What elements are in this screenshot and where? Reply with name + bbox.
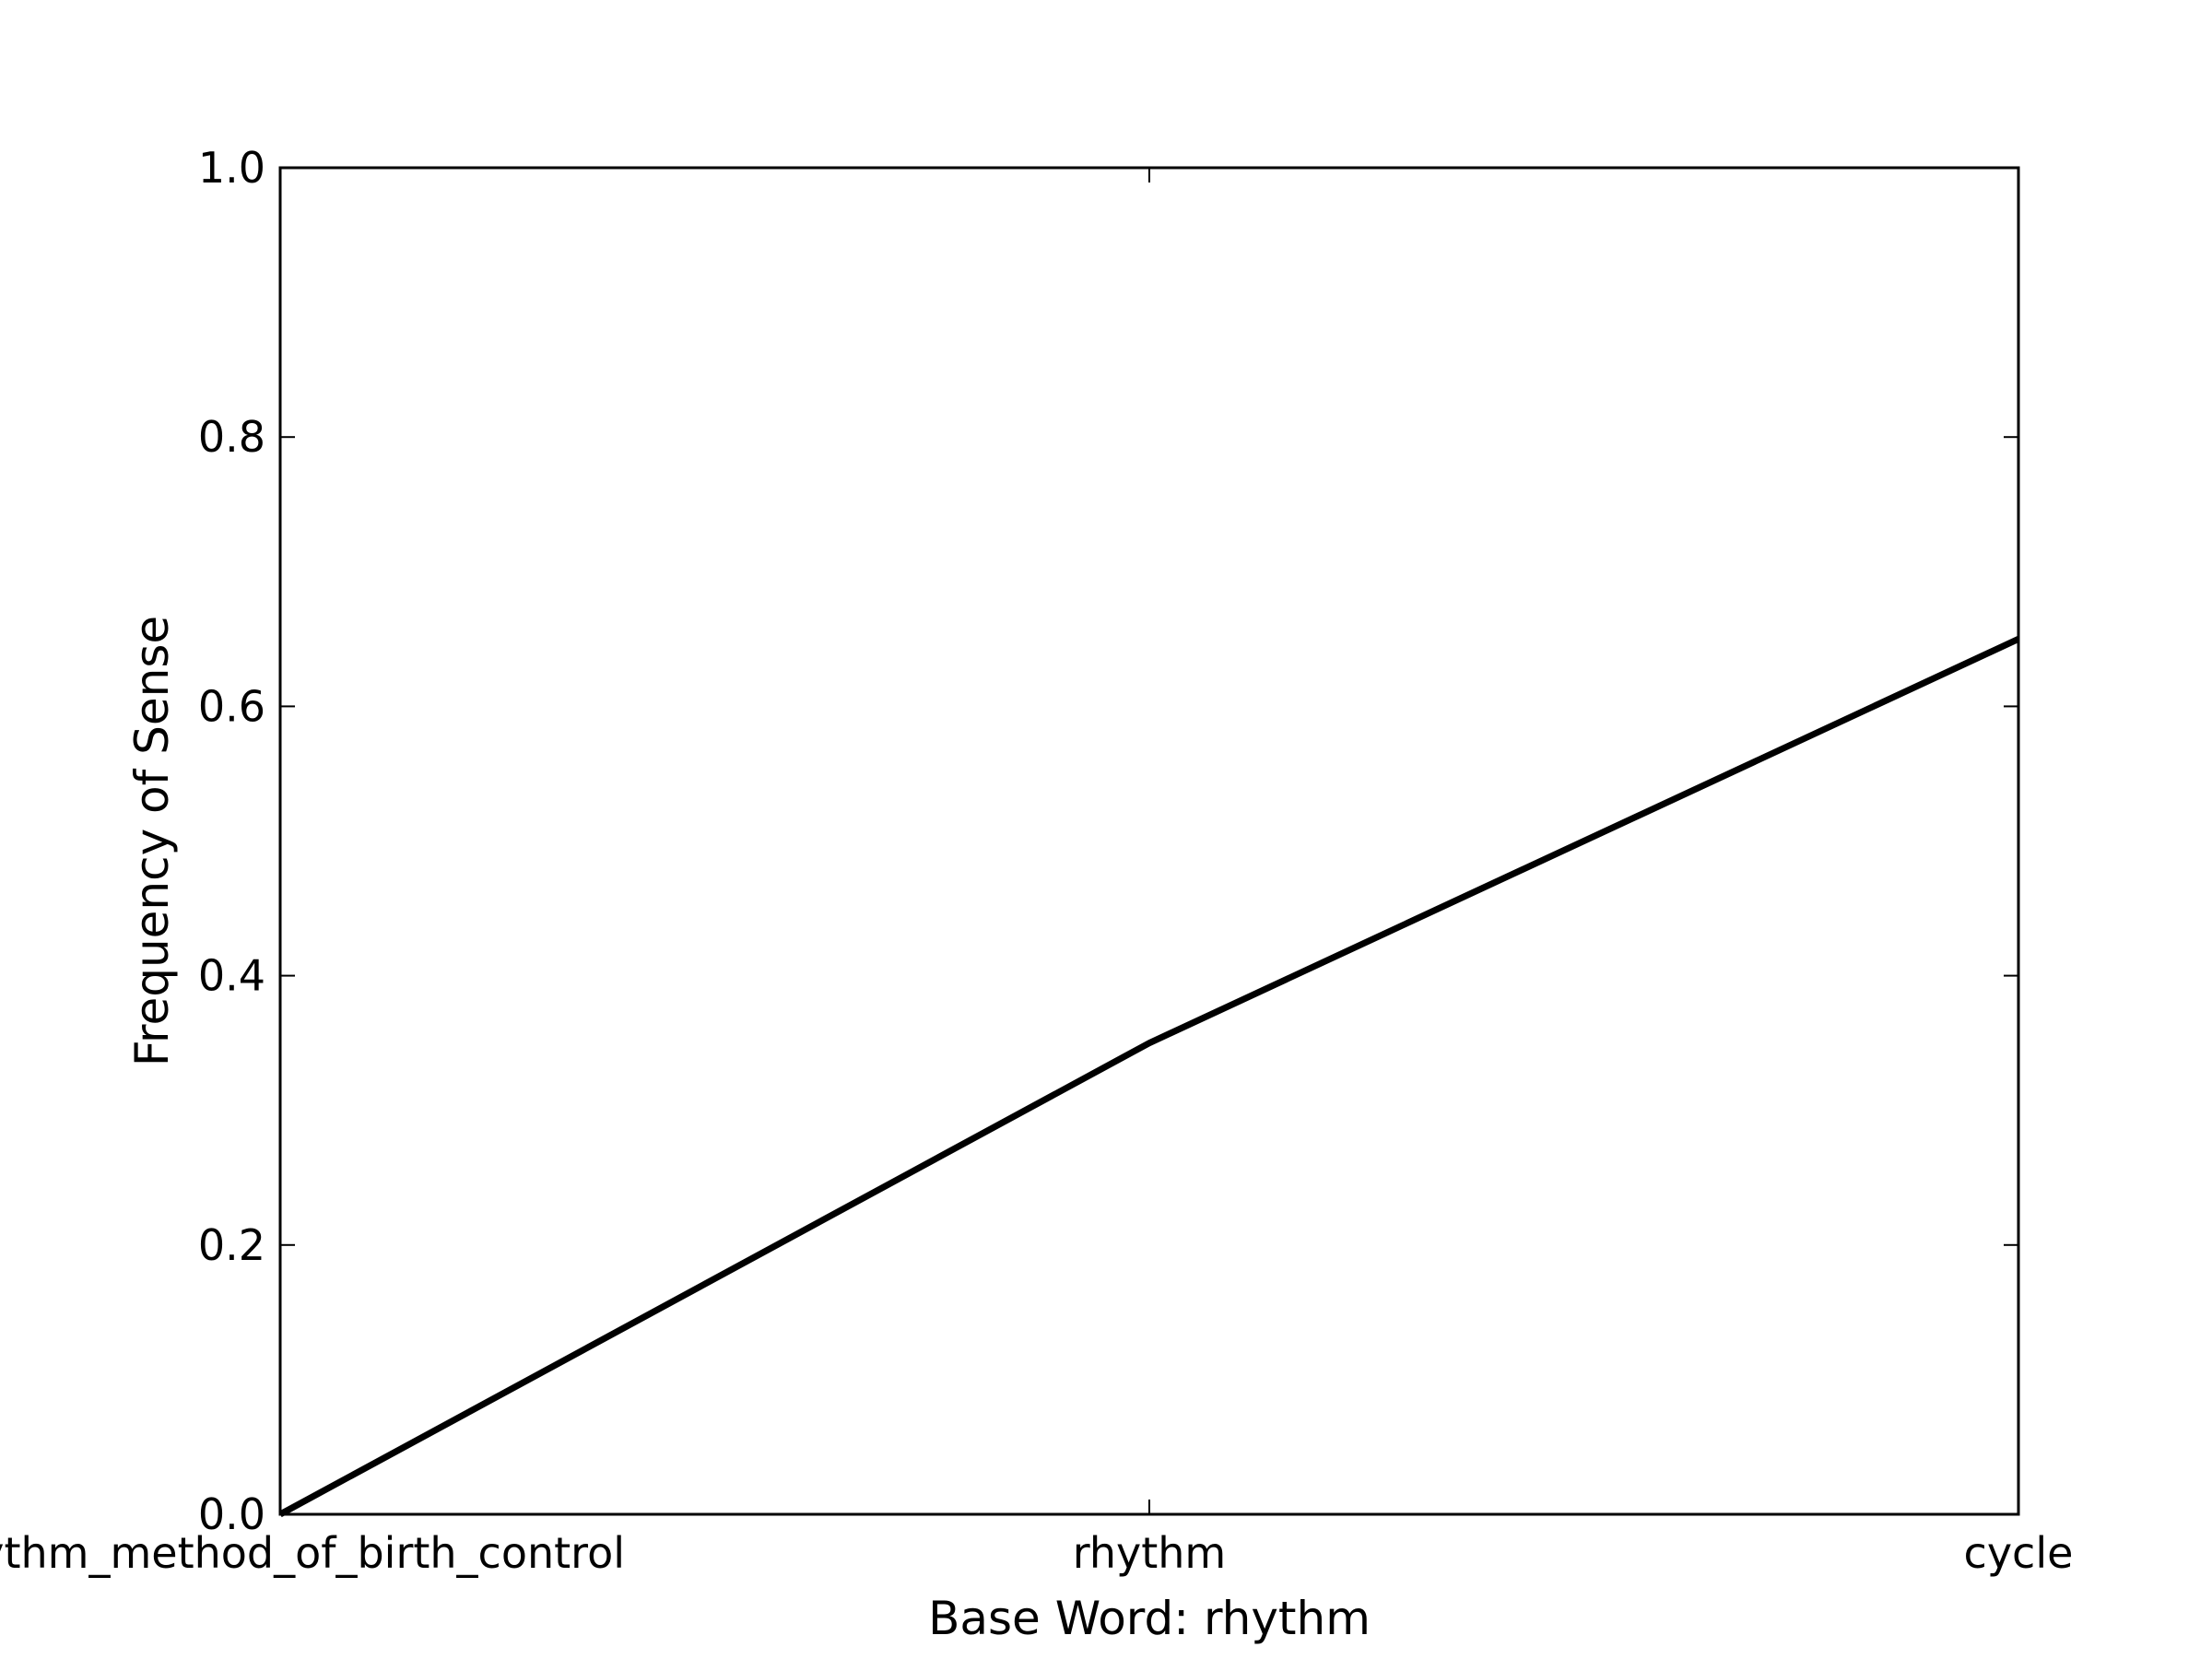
y-tick-label: 1.0	[198, 143, 265, 193]
x-tick-label: rhythm	[1073, 1528, 1226, 1578]
x-axis-label: Base Word: rhythm	[928, 1592, 1371, 1645]
x-tick-label: rhythm_method_of_birth_control	[0, 1528, 625, 1578]
y-tick-label: 0.0	[198, 1489, 265, 1539]
x-ticks: rhythm_method_of_birth_control rhythm cycl…	[0, 168, 2073, 1578]
y-tick-label: 0.2	[198, 1220, 265, 1270]
y-ticks: 0.0 0.2 0.4 0.6 0.8 1.0	[198, 143, 2018, 1539]
series-layer	[278, 636, 2020, 1518]
y-tick-label: 0.8	[198, 412, 265, 462]
series-line-0	[278, 636, 2020, 1518]
x-tick-label: cycle	[1964, 1528, 2074, 1578]
y-tick-label: 0.4	[198, 951, 265, 1001]
y-tick-label: 0.6	[198, 681, 265, 731]
plot-frame	[278, 166, 2020, 1516]
y-axis-label: Frequency of Sense	[125, 616, 179, 1066]
